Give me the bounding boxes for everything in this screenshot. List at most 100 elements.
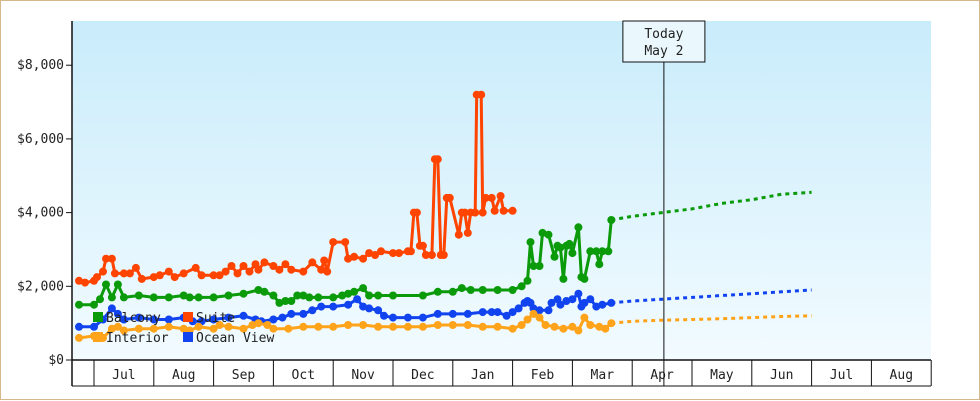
data-point-suite[interactable] bbox=[377, 247, 385, 256]
data-point-interior[interactable] bbox=[389, 322, 397, 331]
data-point-ocean-view[interactable] bbox=[448, 309, 457, 318]
data-point-suite[interactable] bbox=[269, 262, 278, 270]
data-point-interior[interactable] bbox=[149, 324, 158, 333]
data-point-suite[interactable] bbox=[164, 267, 173, 276]
data-point-ocean-view[interactable] bbox=[107, 304, 116, 313]
data-point-interior[interactable] bbox=[239, 324, 248, 333]
data-point-suite[interactable] bbox=[107, 254, 116, 263]
data-point-suite[interactable] bbox=[99, 267, 107, 276]
data-point-ocean-view[interactable] bbox=[224, 313, 233, 322]
data-point-balcony[interactable] bbox=[134, 291, 143, 300]
data-point-ocean-view[interactable] bbox=[365, 304, 374, 313]
data-point-balcony[interactable] bbox=[185, 293, 194, 302]
data-point-interior[interactable] bbox=[541, 321, 550, 329]
data-point-suite[interactable] bbox=[131, 263, 140, 272]
data-point-ocean-view[interactable] bbox=[299, 309, 308, 318]
data-point-suite[interactable] bbox=[445, 193, 454, 202]
data-point-suite[interactable] bbox=[110, 269, 119, 278]
data-point-suite[interactable] bbox=[329, 238, 338, 247]
data-point-suite[interactable] bbox=[496, 192, 505, 200]
data-point-interior[interactable] bbox=[284, 324, 293, 333]
data-point-interior[interactable] bbox=[463, 321, 472, 329]
data-point-ocean-view[interactable] bbox=[329, 302, 338, 311]
data-point-ocean-view[interactable] bbox=[508, 308, 517, 317]
data-point-balcony[interactable] bbox=[96, 295, 104, 304]
data-point-balcony[interactable] bbox=[538, 228, 547, 237]
data-point-suite[interactable] bbox=[406, 247, 415, 256]
data-point-interior[interactable] bbox=[568, 322, 577, 331]
data-point-interior[interactable] bbox=[574, 326, 583, 335]
data-point-ocean-view[interactable] bbox=[287, 309, 296, 318]
data-point-ocean-view[interactable] bbox=[598, 300, 607, 309]
data-point-suite[interactable] bbox=[433, 155, 442, 164]
data-point-ocean-view[interactable] bbox=[149, 315, 158, 324]
data-point-balcony[interactable] bbox=[598, 247, 607, 256]
data-point-interior[interactable] bbox=[263, 321, 272, 329]
data-point-interior[interactable] bbox=[523, 315, 532, 324]
data-point-interior[interactable] bbox=[595, 322, 604, 331]
data-point-ocean-view[interactable] bbox=[278, 313, 287, 322]
data-point-interior[interactable] bbox=[586, 321, 595, 329]
data-point-balcony[interactable] bbox=[508, 286, 517, 294]
data-point-balcony[interactable] bbox=[529, 262, 538, 270]
data-point-balcony[interactable] bbox=[305, 293, 314, 302]
data-point-ocean-view[interactable] bbox=[574, 289, 583, 298]
data-point-interior[interactable] bbox=[194, 322, 203, 331]
data-point-balcony[interactable] bbox=[350, 287, 359, 296]
data-point-suite[interactable] bbox=[478, 208, 487, 217]
data-point-ocean-view[interactable] bbox=[90, 322, 98, 331]
data-point-balcony[interactable] bbox=[164, 293, 173, 302]
data-point-suite[interactable] bbox=[275, 265, 284, 274]
data-point-balcony[interactable] bbox=[544, 230, 553, 239]
data-point-balcony[interactable] bbox=[281, 297, 290, 305]
data-point-ocean-view[interactable] bbox=[380, 311, 388, 320]
data-point-suite[interactable] bbox=[197, 271, 206, 280]
data-point-interior[interactable] bbox=[580, 313, 589, 322]
data-point-balcony[interactable] bbox=[359, 284, 368, 293]
data-point-ocean-view[interactable] bbox=[209, 315, 218, 324]
data-point-balcony[interactable] bbox=[523, 276, 532, 285]
data-point-balcony[interactable] bbox=[433, 287, 442, 296]
data-point-ocean-view[interactable] bbox=[269, 315, 278, 324]
data-point-balcony[interactable] bbox=[478, 286, 487, 294]
data-point-ocean-view[interactable] bbox=[568, 295, 577, 304]
data-point-suite[interactable] bbox=[191, 263, 200, 272]
data-point-ocean-view[interactable] bbox=[317, 302, 326, 311]
data-point-interior[interactable] bbox=[314, 322, 323, 331]
data-point-interior[interactable] bbox=[107, 324, 116, 333]
data-point-balcony[interactable] bbox=[559, 274, 568, 283]
data-point-suite[interactable] bbox=[490, 206, 499, 215]
data-point-balcony[interactable] bbox=[604, 247, 613, 256]
data-point-interior[interactable] bbox=[299, 322, 308, 331]
data-point-ocean-view[interactable] bbox=[359, 302, 368, 311]
data-point-ocean-view[interactable] bbox=[75, 322, 83, 331]
data-point-balcony[interactable] bbox=[275, 298, 284, 307]
data-point-balcony[interactable] bbox=[526, 238, 535, 247]
data-point-interior[interactable] bbox=[75, 333, 83, 342]
data-point-suite[interactable] bbox=[170, 273, 179, 282]
data-point-balcony[interactable] bbox=[75, 300, 83, 309]
data-point-suite[interactable] bbox=[463, 228, 472, 237]
data-point-suite[interactable] bbox=[365, 249, 374, 258]
data-point-ocean-view[interactable] bbox=[487, 308, 496, 317]
data-point-balcony[interactable] bbox=[260, 287, 269, 296]
data-point-ocean-view[interactable] bbox=[374, 306, 383, 315]
data-point-ocean-view[interactable] bbox=[113, 309, 122, 318]
data-point-interior[interactable] bbox=[607, 319, 616, 328]
data-point-ocean-view[interactable] bbox=[529, 304, 538, 313]
data-point-balcony[interactable] bbox=[493, 286, 502, 294]
data-point-balcony[interactable] bbox=[149, 293, 158, 302]
data-point-balcony[interactable] bbox=[269, 291, 278, 300]
data-point-balcony[interactable] bbox=[113, 280, 122, 289]
data-point-ocean-view[interactable] bbox=[547, 298, 556, 307]
data-point-ocean-view[interactable] bbox=[164, 315, 173, 324]
data-point-suite[interactable] bbox=[359, 254, 368, 263]
data-point-suite[interactable] bbox=[281, 260, 290, 269]
data-point-balcony[interactable] bbox=[517, 282, 526, 291]
data-point-suite[interactable] bbox=[93, 273, 101, 282]
data-point-suite[interactable] bbox=[299, 267, 308, 276]
data-point-ocean-view[interactable] bbox=[586, 295, 595, 304]
data-point-suite[interactable] bbox=[344, 254, 353, 263]
data-point-ocean-view[interactable] bbox=[239, 311, 248, 320]
data-point-suite[interactable] bbox=[227, 262, 236, 270]
